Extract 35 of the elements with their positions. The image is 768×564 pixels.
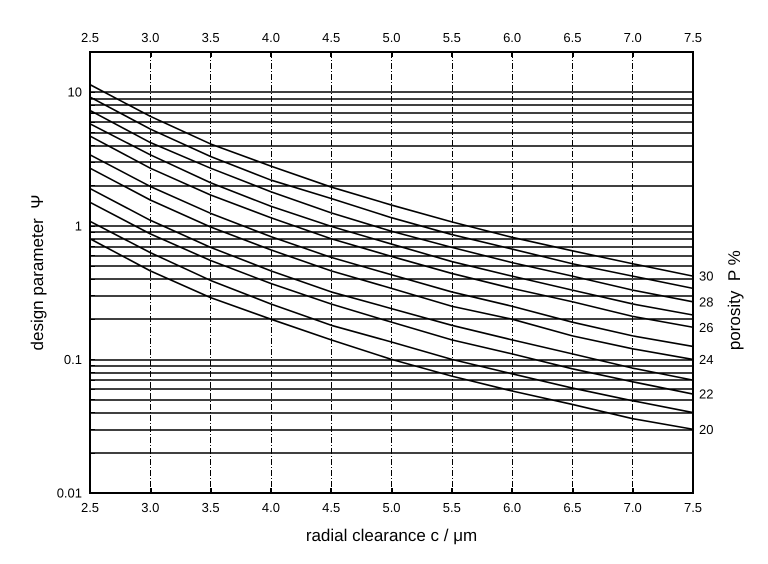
x-tick-label: 6.5 — [563, 500, 582, 515]
x2-tick-label: 5.0 — [382, 30, 401, 45]
y-axis-title: design parameter Ψ — [28, 194, 47, 350]
series-label: 30 — [699, 268, 714, 284]
y-tick-label: 0.01 — [56, 486, 82, 500]
x2-tick-label: 4.0 — [262, 30, 280, 45]
series-label: 24 — [699, 352, 714, 367]
x2-tick-label: 7.5 — [684, 30, 702, 45]
x2-tick-label: 7.0 — [624, 30, 642, 45]
x2-tick-label: 6.0 — [503, 30, 522, 45]
x-tick-label: 5.5 — [442, 500, 461, 515]
x-tick-label: 3.0 — [141, 500, 160, 515]
y-tick-label: 0.1 — [64, 352, 82, 367]
x-tick-label: 2.5 — [80, 500, 100, 515]
x2-tick-label: 5.5 — [442, 30, 461, 45]
series-label: 22 — [699, 386, 714, 402]
x-tick-label: 3.5 — [202, 500, 220, 515]
series-label: 28 — [699, 294, 714, 310]
x-tick-label: 7.0 — [624, 500, 642, 515]
series-label: 26 — [699, 320, 714, 335]
x-tick-label: 4.5 — [322, 500, 340, 515]
x2-tick-label: 3.0 — [141, 30, 160, 45]
x-tick-label: 4.0 — [262, 500, 280, 515]
series-label: 20 — [699, 422, 714, 437]
x2-tick-label: 4.5 — [322, 30, 340, 45]
y-tick-label: 1 — [74, 218, 82, 234]
x-tick-label: 7.5 — [684, 500, 702, 515]
x-tick-label: 6.0 — [503, 500, 522, 515]
text: porosity P % — [725, 250, 744, 350]
x-axis-title: radial clearance c / μm — [306, 526, 478, 545]
x2-tick-label: 3.5 — [202, 30, 220, 45]
x2-tick-label: 2.5 — [80, 30, 100, 45]
x-tick-label: 5.0 — [382, 500, 401, 515]
x2-tick-label: 6.5 — [563, 30, 582, 45]
y-tick-label: 10 — [68, 84, 82, 100]
